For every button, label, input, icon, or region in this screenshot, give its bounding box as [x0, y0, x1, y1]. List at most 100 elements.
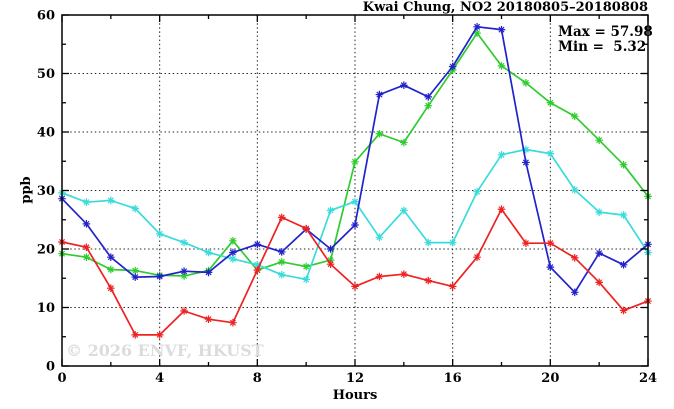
- series-cyan-marker: [131, 204, 140, 213]
- series-green-marker: [424, 101, 433, 110]
- series-cyan-marker: [497, 151, 506, 159]
- x-tick-labels: 0 4 8 12 16 20 24: [57, 371, 657, 386]
- series-cyan-marker: [82, 198, 91, 206]
- series-cyan-marker: [155, 229, 164, 238]
- series-green-marker: [302, 262, 310, 271]
- series-blue-marker: [448, 62, 457, 71]
- series-green-marker: [400, 138, 408, 147]
- y-axis-label: ppb: [19, 176, 34, 203]
- series-red: [58, 205, 652, 339]
- series-red-marker: [107, 284, 115, 292]
- series-blue-marker: [400, 81, 408, 89]
- x-tick-label: 16: [444, 371, 462, 386]
- series-cyan-marker: [204, 248, 213, 257]
- series-green-marker: [107, 265, 115, 274]
- series-green-marker: [351, 158, 359, 166]
- series-red-marker: [253, 266, 262, 274]
- series-red-marker: [497, 205, 506, 214]
- series-cyan-marker: [522, 145, 530, 154]
- axis-ticks: [61, 14, 649, 367]
- series-red-marker: [131, 331, 140, 339]
- series-green-marker: [522, 79, 530, 87]
- series-cyan-marker: [302, 275, 310, 284]
- series-blue-marker: [277, 248, 286, 256]
- series-blue-marker: [253, 240, 262, 249]
- series-red-marker: [546, 239, 555, 247]
- series-green-marker: [619, 160, 628, 169]
- series-cyan-marker: [448, 238, 457, 247]
- series-green-marker: [229, 237, 237, 245]
- y-tick-labels: 0 10 20 30 40 50 60: [37, 9, 55, 375]
- series-red-marker: [277, 213, 286, 222]
- x-tick-label: 8: [253, 371, 262, 386]
- series-blue-marker: [180, 267, 188, 276]
- series-blue: [58, 23, 652, 297]
- series-blue-marker: [522, 158, 530, 167]
- series-blue-marker: [546, 263, 555, 271]
- series-red-marker: [595, 278, 603, 287]
- series-blue-marker: [131, 273, 140, 281]
- series-red-marker: [424, 276, 433, 285]
- series-blue-marker: [229, 248, 237, 257]
- series-cyan-marker: [253, 260, 262, 269]
- series-green-marker: [473, 29, 481, 37]
- series-red-marker: [302, 224, 310, 233]
- x-axis-label: Hours: [333, 388, 378, 403]
- series-green-marker: [131, 266, 140, 275]
- series-blue-marker: [424, 93, 433, 101]
- series-red-marker: [570, 253, 579, 262]
- series-red-marker: [375, 272, 384, 281]
- series-blue-marker: [473, 23, 481, 31]
- series-green-marker: [375, 129, 384, 138]
- series-red-marker: [229, 318, 237, 327]
- y-tick-label: 50: [37, 67, 55, 82]
- series-green-marker: [326, 256, 335, 264]
- series-blue-marker: [595, 249, 603, 257]
- max-annotation: Max = 57.98: [558, 24, 653, 40]
- series-green-marker: [82, 253, 91, 261]
- series-cyan-marker: [229, 255, 237, 263]
- series-red-marker: [400, 270, 408, 278]
- series-red-marker: [180, 307, 188, 315]
- series-red-marker: [155, 331, 164, 339]
- y-tick-label: 0: [46, 360, 55, 375]
- series-red-marker: [448, 282, 457, 291]
- y-tick-label: 20: [37, 243, 55, 258]
- series-cyan-marker: [424, 238, 433, 247]
- series-blue-marker: [351, 221, 359, 229]
- x-tick-label: 12: [346, 371, 364, 386]
- series-red-marker: [473, 253, 481, 261]
- chart-title: Kwai Chung, NO2 20180805–20180808: [363, 0, 648, 15]
- series-blue-marker: [82, 220, 91, 228]
- x-tick-label: 20: [541, 371, 559, 386]
- y-tick-label: 30: [37, 184, 55, 199]
- series-cyan-marker: [375, 233, 384, 242]
- series-green-marker: [497, 62, 506, 70]
- series-cyan-marker: [473, 187, 481, 196]
- series-red-marker: [619, 306, 628, 315]
- y-tick-label: 40: [37, 126, 55, 141]
- x-tick-label: 0: [57, 371, 66, 386]
- series-green-marker: [277, 258, 286, 266]
- x-tick-label: 24: [639, 371, 657, 386]
- data-series-layer: [58, 23, 652, 339]
- min-annotation: Min = 5.32: [558, 39, 646, 55]
- series-blue-marker: [107, 253, 115, 261]
- series-blue-marker: [375, 90, 384, 99]
- plot-frame: [61, 14, 649, 367]
- series-green-marker: [595, 136, 603, 144]
- series-cyan-marker: [546, 149, 555, 158]
- series-cyan-marker: [619, 211, 628, 219]
- watermark: © 2026 ENVF, HKUST: [66, 341, 264, 360]
- y-tick-label: 60: [37, 9, 55, 24]
- series-cyan-line: [61, 148, 649, 281]
- series-green-marker: [570, 112, 579, 121]
- series-cyan-marker: [570, 186, 579, 194]
- series-cyan-marker: [107, 196, 115, 205]
- series-blue-marker: [570, 288, 579, 297]
- series-blue-marker: [326, 245, 335, 253]
- series-blue-marker: [497, 25, 506, 34]
- series-cyan: [58, 145, 652, 284]
